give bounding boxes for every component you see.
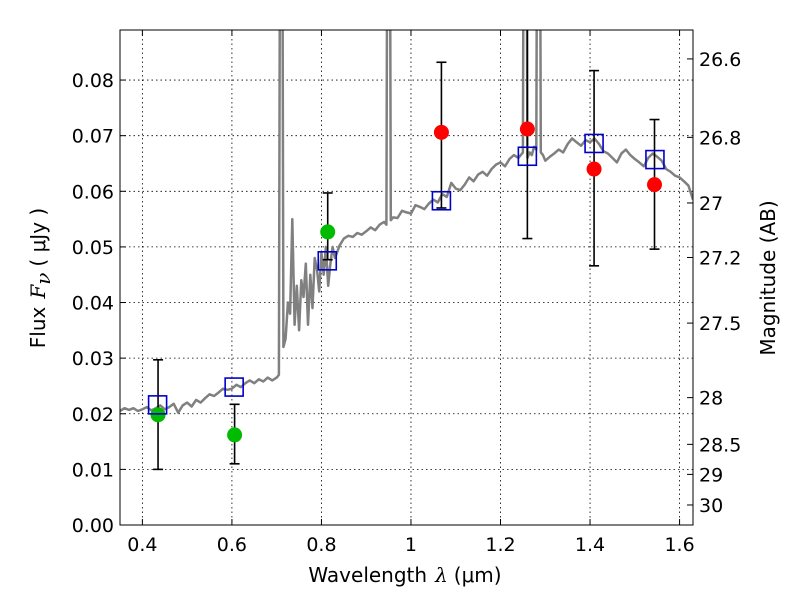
model-photometry-square xyxy=(431,190,452,211)
x-tick-label: 1 xyxy=(405,534,417,556)
y-tick-label: 0.07 xyxy=(72,126,114,148)
y-axis-label: Flux Fν ( μJy ) xyxy=(26,208,55,348)
x-tick-label: 1.6 xyxy=(664,534,694,556)
y2-tick-label: 28 xyxy=(699,388,723,410)
y2-tick-label: 27.2 xyxy=(699,247,741,269)
model-spectrum-line xyxy=(120,30,693,414)
model-photometry-square xyxy=(317,251,338,271)
red-data-point xyxy=(519,121,535,137)
errorbar-layer xyxy=(153,30,660,471)
y-tick-label: 0.04 xyxy=(72,293,114,315)
y-tick-label: 0.02 xyxy=(72,404,114,426)
red-data-point xyxy=(433,124,449,140)
model-photometry-square xyxy=(645,149,665,170)
y2-tick-label: 26.8 xyxy=(699,127,741,149)
model-photometry-square xyxy=(517,146,538,167)
green-data-point xyxy=(320,224,336,240)
green-data-point xyxy=(227,427,243,443)
plot-frame xyxy=(119,29,694,526)
red-data-point xyxy=(586,161,602,177)
y2-tick-label: 29 xyxy=(699,464,723,486)
model-photometry-square xyxy=(147,395,168,415)
y-axis-label-symbol: F xyxy=(26,284,50,300)
y2-axis-label: Magnitude (AB) xyxy=(756,200,780,355)
y-axis-label-prefix: Flux xyxy=(26,306,50,348)
spectrum-layer xyxy=(120,30,693,414)
y2-tick-label: 30 xyxy=(699,495,723,517)
x-tick-label: 0.4 xyxy=(127,534,157,556)
x-axis-label-unit: (μm) xyxy=(454,563,502,587)
model-photometry-square xyxy=(224,377,244,397)
x-axis-label-lambda: λ xyxy=(434,563,448,587)
x-tick-label: 1.4 xyxy=(575,534,605,556)
marker-layer xyxy=(147,121,665,443)
y-tick-label: 0.01 xyxy=(72,459,114,481)
red-data-point xyxy=(647,177,663,193)
green-data-point xyxy=(150,407,166,423)
y-tick-label: 0.06 xyxy=(72,181,114,203)
x-tick-label: 0.8 xyxy=(306,534,336,556)
y-axis-label-unit: ( μJy ) xyxy=(26,208,50,267)
y-tick-label: 0.03 xyxy=(72,348,114,370)
y-axis-label-subscript: ν xyxy=(31,273,55,285)
axis-ticks: 0.4 0.6 0.8 1 1.2 1.4 1.6 0.00 0.01 0.02 0.03 0.04 0… xyxy=(72,30,741,556)
x-axis-label: Wavelength λ (μm) xyxy=(308,563,501,587)
y-tick-label: 0.00 xyxy=(72,515,114,537)
grid-lines xyxy=(120,30,693,526)
model-photometry-square xyxy=(584,133,604,154)
x-axis-label-prefix: Wavelength xyxy=(308,563,427,587)
y2-tick-label: 27 xyxy=(699,193,723,215)
x-tick-label: 0.6 xyxy=(217,534,247,556)
y2-tick-label: 27.5 xyxy=(699,313,741,335)
y-tick-label: 0.05 xyxy=(72,237,114,259)
y2-tick-label: 28.5 xyxy=(699,434,741,456)
x-tick-label: 1.2 xyxy=(485,534,515,556)
y2-tick-label: 26.6 xyxy=(699,49,741,71)
y-tick-label: 0.08 xyxy=(72,70,114,92)
